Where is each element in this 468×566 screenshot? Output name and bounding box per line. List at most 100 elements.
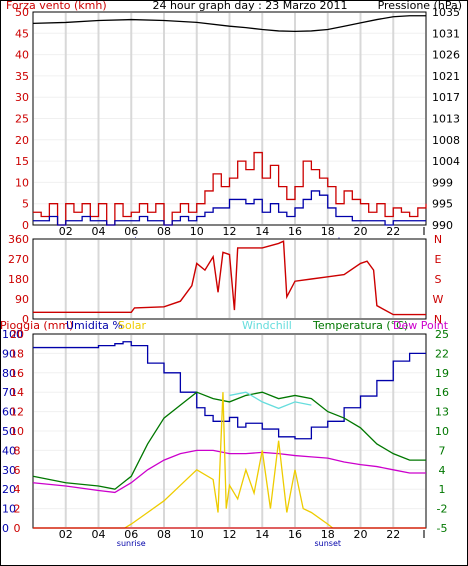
temperature-tick: 25 [435, 328, 449, 341]
temperature-tick: 22 [435, 347, 449, 360]
series-line-vento-medio [33, 190, 426, 226]
sunrise-label: sunrise [117, 539, 146, 548]
temperature-tick: 19 [435, 367, 449, 380]
direction-tick: 270 [8, 253, 29, 266]
rain-tick: 16 [10, 367, 24, 380]
x-tick-label: I [422, 225, 425, 238]
wind-speed-axis-title: Forza vento (kmh) [6, 0, 107, 12]
legend-item: Temperatura (°C) [312, 319, 408, 332]
temperature-tick: 16 [435, 386, 449, 399]
x-tick-label: 14 [255, 225, 269, 238]
wind-speed-tick: 0 [22, 219, 29, 232]
humidity-tick: 60 [2, 406, 16, 419]
rain-tick: 2 [14, 503, 21, 516]
rain-tick: 0 [14, 522, 21, 535]
rain-tick: 18 [10, 347, 24, 360]
x-tick-label: 08 [157, 225, 171, 238]
compass-tick: W [433, 293, 444, 306]
rain-tick: 12 [10, 406, 24, 419]
series-line-raffica [33, 151, 427, 226]
x-tick-label: 02 [59, 225, 73, 238]
rain-tick: 10 [10, 425, 24, 438]
pressure-axis-title: Pressione (hPa) [378, 0, 462, 12]
humidity-tick: 50 [2, 425, 16, 438]
direction-tick: 180 [8, 273, 29, 286]
compass-tick: E [435, 253, 442, 266]
wind-speed-tick: 5 [22, 198, 29, 211]
pressure-tick: 995 [432, 198, 453, 211]
x-tick-label: 18 [321, 528, 335, 541]
legend-item: Dew Point [393, 319, 449, 332]
wind-speed-tick: 20 [15, 134, 29, 147]
humidity-tick: 100 [2, 328, 23, 341]
wind-speed-tick: 15 [15, 155, 29, 168]
legend-item: Pioggia (mm) [0, 319, 73, 332]
compass-tick: N [434, 313, 442, 326]
pressure-tick: 990 [432, 219, 453, 232]
x-tick-label: 04 [92, 528, 106, 541]
rain-tick: 6 [14, 464, 21, 477]
humidity-tick: 30 [2, 464, 16, 477]
rain-tick: 4 [14, 483, 21, 496]
temperature-tick: 13 [435, 406, 449, 419]
humidity-tick: 40 [2, 444, 16, 457]
series-line-solar [33, 392, 426, 529]
temperature-tick: 1 [439, 483, 446, 496]
x-tick-label: 22 [386, 528, 400, 541]
series-line-wind-direction [33, 240, 426, 316]
pressure-tick: 1004 [432, 155, 460, 168]
wind-speed-tick: 30 [15, 91, 29, 104]
x-tick-label: 10 [190, 225, 204, 238]
legend-item: Solar [118, 319, 147, 332]
humidity-tick: 80 [2, 367, 16, 380]
humidity-tick: 0 [2, 522, 9, 535]
pressure-tick: 1013 [432, 113, 460, 126]
pressure-tick: 1021 [432, 70, 460, 83]
series-line-temperatura-c- [32, 391, 426, 490]
rain-tick: 8 [14, 444, 21, 457]
rain-tick: 14 [10, 386, 24, 399]
temperature-tick: -2 [437, 503, 448, 516]
direction-tick: 360 [8, 233, 29, 246]
x-tick-label: 06 [124, 528, 138, 541]
pressure-tick: 1031 [432, 27, 460, 40]
sunset-label: sunset [314, 539, 341, 548]
pressure-tick: 1035 [432, 6, 460, 19]
compass-tick: S [435, 273, 442, 286]
x-tick-label: 08 [157, 528, 171, 541]
x-tick-label: 12 [223, 225, 237, 238]
legend-item: Umidita % [66, 319, 123, 332]
wind-speed-tick: 10 [15, 176, 29, 189]
x-tick-label: 20 [354, 225, 368, 238]
x-tick-label: I [422, 528, 425, 541]
humidity-tick: 20 [2, 483, 16, 496]
series-line-umidita- [33, 341, 426, 440]
x-tick-label: 02 [59, 528, 73, 541]
wind-speed-tick: 35 [15, 70, 29, 83]
temperature-tick: -5 [437, 522, 448, 535]
compass-tick: N [434, 233, 442, 246]
temperature-tick: 10 [435, 425, 449, 438]
pressure-tick: 1008 [432, 134, 460, 147]
x-tick-label: 10 [190, 528, 204, 541]
x-tick-label: 16 [288, 528, 302, 541]
pressure-tick: 999 [432, 176, 453, 189]
series-line-windchill [229, 391, 312, 410]
direction-tick: 0 [22, 313, 29, 326]
series-line-pressione [32, 15, 426, 33]
x-tick-label: 06 [124, 225, 138, 238]
direction-tick: 90 [15, 293, 29, 306]
humidity-tick: 70 [2, 386, 16, 399]
pressure-tick: 1026 [432, 49, 460, 62]
wind-speed-tick: 25 [15, 113, 29, 126]
humidity-tick: 10 [2, 503, 16, 516]
x-tick-label: 04 [92, 225, 106, 238]
x-tick-label: 18 [321, 225, 335, 238]
wind-speed-tick: 45 [15, 27, 29, 40]
x-tick-label: 12 [223, 528, 237, 541]
temperature-tick: 7 [439, 444, 446, 457]
humidity-tick: 90 [2, 347, 16, 360]
x-tick-label: 22 [386, 225, 400, 238]
